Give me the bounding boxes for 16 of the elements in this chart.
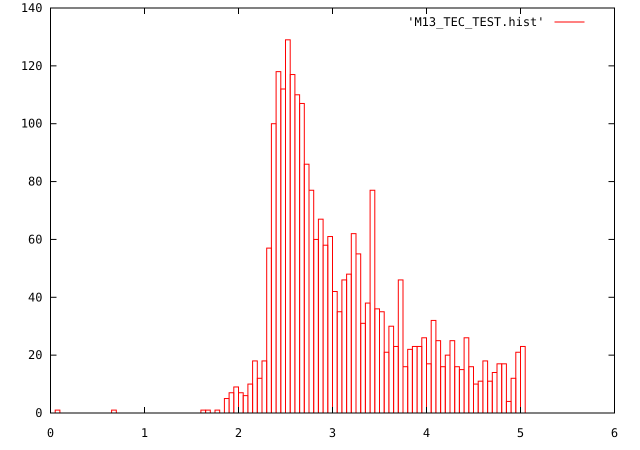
y-tick-label: 80 xyxy=(28,174,42,189)
x-tick-label: 1 xyxy=(140,426,148,440)
y-tick-label: 0 xyxy=(35,406,42,420)
x-tick-label: 6 xyxy=(610,426,618,440)
x-tick-label: 4 xyxy=(422,426,430,440)
legend-label: 'M13_TEC_TEST.hist' xyxy=(407,15,544,29)
y-tick-label: 40 xyxy=(28,290,42,304)
x-tick-label: 0 xyxy=(46,426,54,440)
y-tick-label: 140 xyxy=(20,1,42,15)
x-tick-label: 3 xyxy=(328,426,336,440)
y-tick-label: 60 xyxy=(28,232,42,246)
x-tick-label: 5 xyxy=(516,426,524,440)
x-tick-label: 2 xyxy=(234,426,242,440)
y-tick-label: 20 xyxy=(28,348,42,362)
y-tick-label: 100 xyxy=(20,116,42,131)
y-tick-label: 120 xyxy=(20,58,42,73)
